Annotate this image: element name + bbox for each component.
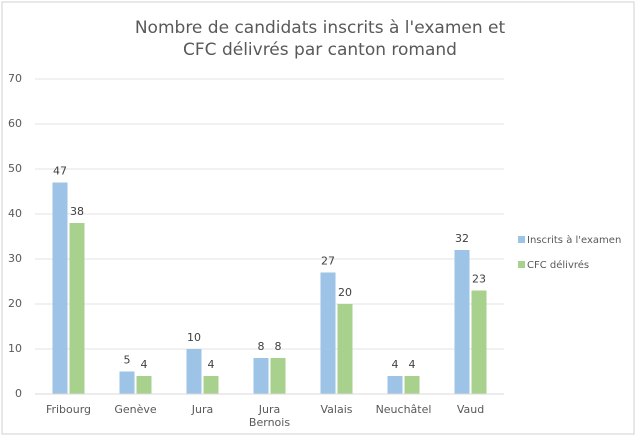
data-label: 8 (258, 340, 265, 353)
bar (471, 290, 487, 394)
data-label: 10 (187, 331, 201, 344)
y-tick-label: 40 (8, 207, 22, 220)
chart-border (1, 1, 635, 435)
data-label: 47 (53, 165, 67, 178)
y-tick-label: 20 (8, 297, 22, 310)
bar (186, 349, 202, 394)
y-tick-label: 10 (8, 342, 22, 355)
y-tick-label: 0 (15, 387, 22, 400)
bar (136, 376, 152, 394)
legend-swatch (518, 236, 525, 243)
chart-title: Nombre de candidats inscrits à l'examen … (135, 18, 506, 38)
bar (253, 358, 269, 394)
bar (119, 371, 135, 394)
bar (203, 376, 219, 394)
bar (52, 182, 68, 394)
x-tick-label: Jura (191, 403, 213, 416)
x-tick-label: Vaud (457, 403, 484, 416)
data-label: 32 (455, 232, 469, 245)
x-tick-label: Fribourg (46, 403, 91, 416)
legend-label: Inscrits à l'examen (527, 234, 621, 246)
y-tick-label: 70 (8, 72, 22, 85)
y-tick-label: 50 (8, 162, 22, 175)
x-tick-label: Neuchâtel (376, 403, 432, 416)
x-tick-label: Jura Bernois (249, 403, 290, 429)
bar (337, 304, 353, 394)
data-label: 4 (392, 358, 399, 371)
legend-label: CFC délivrés (527, 259, 589, 271)
chart-title: CFC délivrés par canton romand (183, 40, 457, 60)
data-label: 4 (409, 358, 416, 371)
bar (320, 272, 336, 394)
data-label: 4 (141, 358, 148, 371)
data-label: 5 (124, 354, 131, 367)
bar (454, 250, 470, 394)
x-tick-label: Genève (114, 403, 157, 416)
data-label: 27 (321, 255, 335, 268)
y-tick-label: 30 (8, 252, 22, 265)
data-label: 4 (208, 358, 215, 371)
data-label: 23 (472, 273, 486, 286)
bar (270, 358, 286, 394)
x-tick-label: Valais (321, 403, 353, 416)
bar (69, 223, 85, 394)
bar (387, 376, 403, 394)
y-tick-label: 60 (8, 117, 22, 130)
data-label: 20 (338, 286, 352, 299)
data-label: 38 (70, 205, 84, 218)
bar (404, 376, 420, 394)
data-label: 8 (275, 340, 282, 353)
legend-swatch (518, 261, 525, 268)
